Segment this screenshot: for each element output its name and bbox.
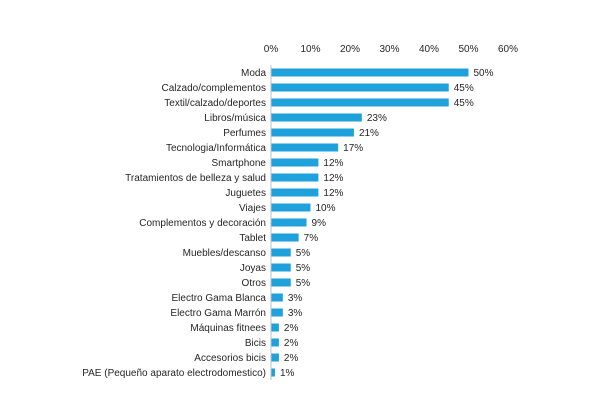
bar-value-label: 23% [367, 113, 387, 124]
x-tick-label: 30% [379, 44, 399, 55]
category-label: Viajes [239, 203, 266, 214]
bar [271, 128, 354, 137]
bar-value-label: 3% [288, 308, 303, 319]
bar-value-label: 5% [296, 278, 311, 289]
bar [271, 248, 291, 257]
bar [271, 233, 299, 242]
bar [271, 83, 449, 92]
bar [271, 203, 311, 212]
category-label: Máquinas fitnees [190, 323, 266, 334]
bar-value-label: 2% [284, 353, 299, 364]
bar [271, 353, 279, 362]
category-label: Moda [241, 68, 266, 79]
bar-value-label: 45% [454, 98, 474, 109]
bar [271, 98, 449, 107]
bar-value-label: 9% [312, 218, 327, 229]
bar-value-label: 10% [316, 203, 336, 214]
category-label: Accesorios bicis [194, 353, 266, 364]
bar [271, 158, 319, 167]
bar [271, 308, 283, 317]
bar-value-label: 50% [474, 68, 494, 79]
category-label: Tecnologia/Informática [166, 143, 266, 154]
bar-value-label: 12% [323, 188, 343, 199]
category-label: PAE (Pequeño aparato electrodomestico) [82, 368, 266, 379]
x-tick-label: 60% [498, 44, 518, 55]
category-label: Electro Gama Marrón [170, 308, 266, 319]
bar [271, 263, 291, 272]
x-tick-label: 40% [419, 44, 439, 55]
bar-value-label: 5% [296, 248, 311, 259]
bars-group: Moda 50% Calzado/complementos 45% Textil/cal… [82, 68, 493, 379]
bar [271, 293, 283, 302]
bar [271, 368, 275, 377]
bar [271, 338, 279, 347]
category-label: Complementos y decoración [139, 218, 266, 229]
category-label: Electro Gama Blanca [172, 293, 267, 304]
bar [271, 278, 291, 287]
bar-value-label: 12% [323, 158, 343, 169]
category-label: Tratamientos de belleza y salud [125, 173, 266, 184]
category-label: Otros [242, 278, 266, 289]
x-tick-label: 50% [458, 44, 478, 55]
bar-value-label: 45% [454, 83, 474, 94]
bar [271, 113, 362, 122]
category-label: Muebles/descanso [183, 248, 267, 259]
bar-value-label: 3% [288, 293, 303, 304]
category-label: Perfumes [223, 128, 266, 139]
bar [271, 218, 307, 227]
x-tick-label: 10% [300, 44, 320, 55]
bar-value-label: 1% [280, 368, 295, 379]
bar [271, 68, 469, 77]
category-label: Tablet [239, 233, 266, 244]
category-label: Joyas [240, 263, 266, 274]
bar-value-label: 2% [284, 323, 299, 334]
category-label: Smartphone [212, 158, 267, 169]
bar [271, 173, 319, 182]
x-tick-label: 20% [340, 44, 360, 55]
bar [271, 188, 319, 197]
bar-value-label: 17% [343, 143, 363, 154]
bar-value-label: 12% [323, 173, 343, 184]
bar-value-label: 2% [284, 338, 299, 349]
category-label: Libros/música [204, 113, 266, 124]
category-label: Calzado/complementos [162, 83, 267, 94]
bar [271, 323, 279, 332]
bar-value-label: 7% [304, 233, 319, 244]
category-label: Textil/calzado/deportes [164, 98, 266, 109]
x-tick-label: 0% [264, 44, 279, 55]
bar-value-label: 21% [359, 128, 379, 139]
category-label: Bicis [245, 338, 266, 349]
category-label: Juguetes [225, 188, 266, 199]
x-axis-ticks: 0% 10% 20% 30% 40% 50% 60% [264, 44, 518, 55]
bar [271, 143, 339, 152]
bar-value-label: 5% [296, 263, 311, 274]
